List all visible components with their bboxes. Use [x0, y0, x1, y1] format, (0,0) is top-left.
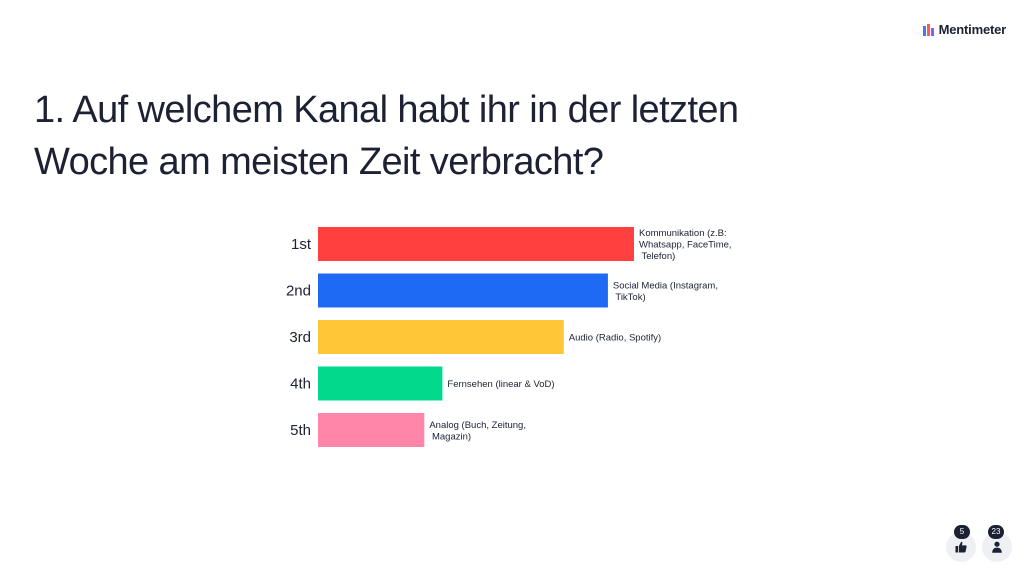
bar-label-3: Audio (Radio, Spotify) [569, 333, 661, 344]
brand-name: Mentimeter [938, 22, 1007, 37]
rank-label-3: 3rd [289, 329, 311, 346]
question-title-line-1: 1. Auf welchem Kanal habt ihr in der let… [34, 89, 739, 131]
mentimeter-logo-icon [922, 23, 934, 36]
rank-label-2: 2nd [286, 283, 311, 300]
question-title: 1. Auf welchem Kanal habt ihr in der let… [34, 84, 934, 188]
person-icon [992, 541, 1002, 553]
bar-1 [318, 227, 634, 261]
rank-label-4: 4th [290, 376, 311, 393]
rank-label-5: 5th [290, 422, 311, 439]
bar-5 [318, 413, 425, 447]
participants-badge: 23 [980, 524, 1014, 564]
bar-4 [318, 366, 443, 401]
rank-label-1: 1st [291, 236, 312, 253]
bar-label-1: Kommunikation (z.B: Whatsapp, FaceTime, T… [639, 228, 732, 262]
bar-2 [318, 273, 608, 308]
bar-label-5: Analog (Buch, Zeitung, Magazin) [429, 420, 526, 443]
question-title-line-2: Woche am meisten Zeit verbracht? [34, 141, 604, 183]
participants-count: 23 [988, 525, 1004, 539]
thumbs-up-icon [955, 541, 967, 553]
bar-3 [318, 320, 564, 354]
bar-label-2: Social Media (Instagram, TikTok) [613, 280, 718, 303]
brand-logo: Mentimeter [922, 22, 1007, 37]
likes-count: 5 [954, 525, 970, 539]
bar-label-4: Fernsehen (linear & VoD) [447, 379, 554, 390]
likes-badge[interactable]: 5 [944, 524, 978, 564]
